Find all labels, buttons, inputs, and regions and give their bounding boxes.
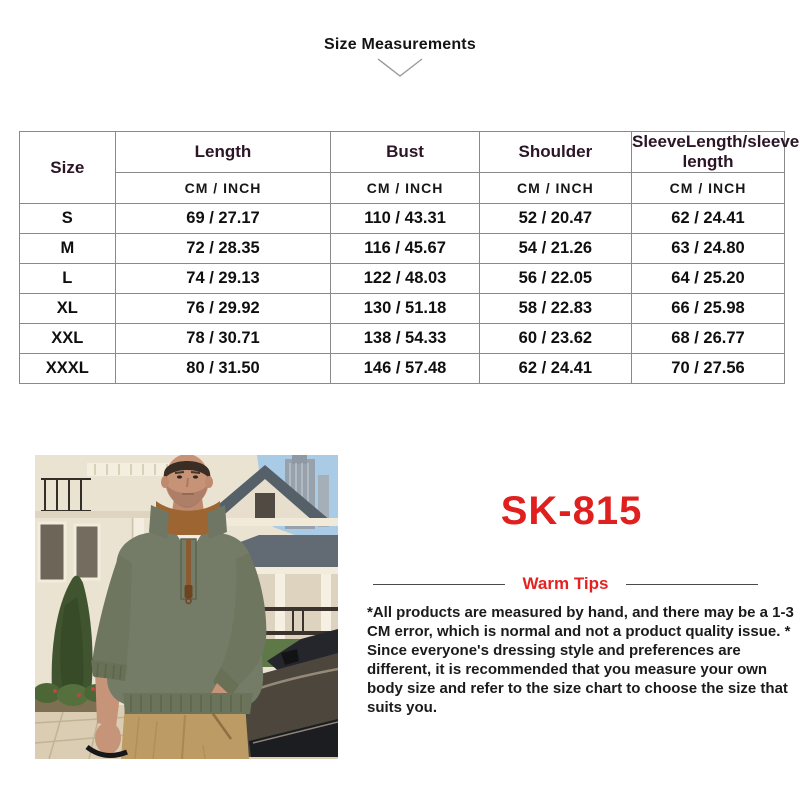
size-chart-table: Size Length Bust Shoulder SleeveLength/s… xyxy=(19,131,800,384)
table-row: S 69 / 27.17 110 / 43.31 52 / 20.47 62 /… xyxy=(19,203,786,234)
col-header-size: Size xyxy=(19,131,116,204)
conifer-tree xyxy=(51,575,93,703)
unit-header-length: CM / INCH xyxy=(114,172,332,204)
cell-bust: 116 / 45.67 xyxy=(330,233,480,264)
cell-shoulder: 62 / 24.41 xyxy=(478,353,632,384)
product-info-column: SK-815 Warm Tips *All products are measu… xyxy=(343,455,800,717)
cell-length: 76 / 29.92 xyxy=(114,293,332,324)
col-header-length: Length xyxy=(114,131,332,173)
cell-bust: 110 / 43.31 xyxy=(330,203,480,234)
cell-shoulder: 60 / 23.62 xyxy=(478,323,632,354)
cell-shoulder: 54 / 21.26 xyxy=(478,233,632,264)
product-code: SK-815 xyxy=(500,489,643,533)
warm-tips-label: Warm Tips xyxy=(522,574,609,593)
cell-length: 80 / 31.50 xyxy=(114,353,332,384)
col-header-bust: Bust xyxy=(330,131,480,173)
table-units-row: CM / INCH CM / INCH CM / INCH CM / INCH xyxy=(20,172,786,204)
product-photo-illustration xyxy=(35,455,338,759)
zipper xyxy=(186,539,191,591)
cell-bust: 122 / 48.03 xyxy=(330,263,480,294)
table-row: XL 76 / 29.92 130 / 51.18 58 / 22.83 66 … xyxy=(19,293,786,324)
title-block: Size Measurements xyxy=(0,36,800,79)
table-row: XXL 78 / 30.71 138 / 54.33 60 / 23.62 68… xyxy=(19,323,786,354)
cell-size: XL xyxy=(19,293,116,324)
cell-size: XXXL xyxy=(19,353,116,384)
windows xyxy=(37,521,101,583)
cell-sleeve: 66 / 25.98 xyxy=(630,293,786,324)
chevron-down-icon xyxy=(377,58,423,77)
cell-length: 74 / 29.13 xyxy=(114,263,332,294)
cell-size: XXL xyxy=(19,323,116,354)
collar-lining xyxy=(156,501,220,536)
product-photo xyxy=(35,455,338,759)
cell-shoulder: 56 / 22.05 xyxy=(478,263,632,294)
warm-tips-text: *All products are measured by hand, and … xyxy=(367,604,794,716)
cell-length: 72 / 28.35 xyxy=(114,233,332,264)
col-header-shoulder: Shoulder xyxy=(478,131,632,173)
warm-tips-divider: Warm Tips xyxy=(343,574,800,594)
cell-size: S xyxy=(19,203,116,234)
cell-size: M xyxy=(19,233,116,264)
table-row: L 74 / 29.13 122 / 48.03 56 / 22.05 64 /… xyxy=(19,263,786,294)
cell-bust: 146 / 57.48 xyxy=(330,353,480,384)
unit-header-sleeve: CM / INCH xyxy=(630,172,786,204)
page-title: Size Measurements xyxy=(324,36,476,53)
model-figure xyxy=(85,455,267,759)
unit-header-shoulder: CM / INCH xyxy=(478,172,632,204)
gable-roof xyxy=(193,465,338,526)
table-header-row: Size Length Bust Shoulder SleeveLength/s… xyxy=(19,131,800,204)
size-table-section: Size Length Bust Shoulder SleeveLength/s… xyxy=(19,131,800,384)
divider-line-left xyxy=(373,583,505,585)
cell-sleeve: 68 / 26.77 xyxy=(630,323,786,354)
cell-length: 69 / 27.17 xyxy=(114,203,332,234)
cell-shoulder: 58 / 22.83 xyxy=(478,293,632,324)
divider-line-right xyxy=(626,583,758,585)
unit-header-bust: CM / INCH xyxy=(330,172,480,204)
table-row: M 72 / 28.35 116 / 45.67 54 / 21.26 63 /… xyxy=(19,233,786,264)
cell-sleeve: 70 / 27.56 xyxy=(630,353,786,384)
cell-shoulder: 52 / 20.47 xyxy=(478,203,632,234)
cell-size: L xyxy=(19,263,116,294)
table-row: XXXL 80 / 31.50 146 / 57.48 62 / 24.41 7… xyxy=(19,353,786,384)
sunglasses xyxy=(85,744,128,759)
cell-sleeve: 64 / 25.20 xyxy=(630,263,786,294)
sports-car xyxy=(241,629,338,757)
cell-length: 78 / 30.71 xyxy=(114,323,332,354)
cell-sleeve: 63 / 24.80 xyxy=(630,233,786,264)
col-header-sleeve: SleeveLength/sleeve length xyxy=(630,131,800,173)
cell-bust: 138 / 54.33 xyxy=(330,323,480,354)
cell-bust: 130 / 51.18 xyxy=(330,293,480,324)
cell-sleeve: 62 / 24.41 xyxy=(630,203,786,234)
